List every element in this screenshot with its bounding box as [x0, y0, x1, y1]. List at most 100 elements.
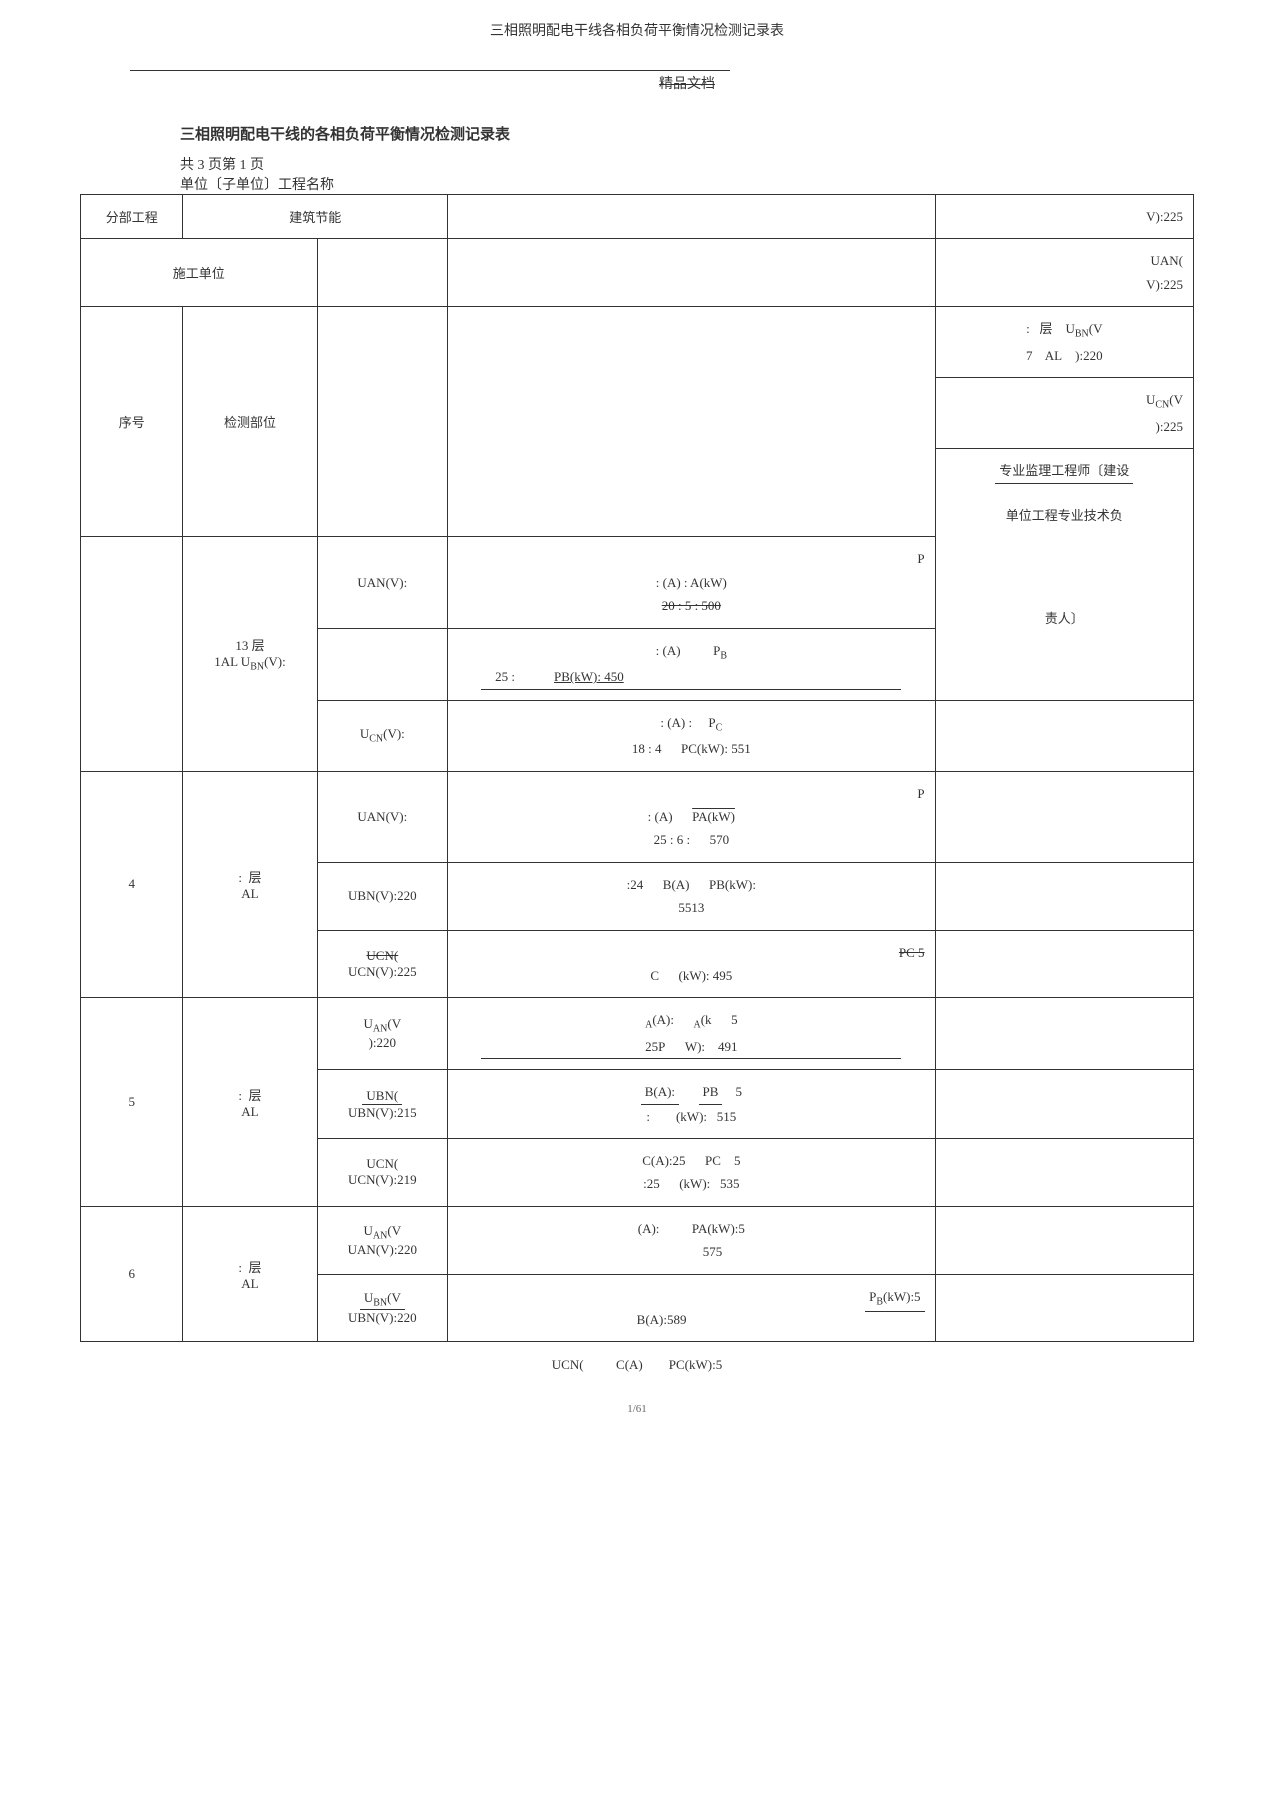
- unit-name-label: 单位〔子单位〕工程名称: [180, 174, 1194, 194]
- text: PA(kW):5: [692, 1221, 745, 1236]
- num-text: 7: [1026, 348, 1033, 363]
- uan-cell: UAN(VUAN(V):220: [317, 1206, 448, 1274]
- uan-value: V):225: [1146, 277, 1183, 292]
- text: C(A):25: [642, 1153, 685, 1168]
- detect-location-label: 检测部位: [183, 307, 317, 537]
- empty-cell: [935, 998, 1193, 1070]
- empty-cell: [448, 195, 935, 239]
- text: 5: [735, 1084, 742, 1099]
- text: B(A): [663, 877, 690, 892]
- uan-label: UAN(: [1151, 253, 1184, 268]
- floor-cell: : 层 AL: [183, 1206, 317, 1342]
- floor-text: 层: [249, 1088, 262, 1103]
- doc-mark-text: 精品文档: [659, 77, 715, 92]
- text: UBN(V):220: [348, 1310, 417, 1325]
- text: PB(kW):5: [865, 1285, 924, 1313]
- text: (kW): 495: [679, 968, 733, 983]
- text: PC(kW): 551: [681, 741, 751, 756]
- text: UCN(: [552, 1357, 584, 1372]
- empty-cell: [935, 771, 1193, 862]
- floor-text: 层: [249, 1260, 262, 1275]
- data-cell: PB(kW):5 B(A):589: [448, 1274, 935, 1342]
- empty-cell: [935, 930, 1193, 998]
- page-info: 共 3 页第 1 页: [180, 154, 1194, 174]
- text: 18 : 4: [632, 741, 662, 756]
- text: : (A) :: [660, 715, 692, 730]
- table-row: 序号 检测部位 : 层 UBN(V 7 AL ):220: [81, 307, 1194, 378]
- responsible-cell: 责人〕: [935, 537, 1193, 700]
- al-text: AL: [241, 1104, 258, 1119]
- text: A(k: [693, 1012, 711, 1027]
- table-row: 4 : 层 AL UAN(V): P : (A) PA(kW) 25 : 6 :…: [81, 771, 1194, 862]
- page-header: 三相照明配电干线各相负荷平衡情况检测记录表: [80, 20, 1194, 40]
- floor-text: 13 层: [235, 638, 264, 653]
- empty-cell: [935, 862, 1193, 930]
- empty-cell: [317, 307, 448, 537]
- data-cell: : (A) PB 25 : PB(kW): 450: [448, 628, 935, 700]
- empty-cell: [935, 1274, 1193, 1342]
- data-cell: P : (A) : A(kW) 20 : 5 : 500: [448, 537, 935, 628]
- sub-project-value: 建筑节能: [183, 195, 448, 239]
- data-cell: B(A): PB 5 : (kW): 515: [448, 1070, 935, 1139]
- text: :: [1026, 321, 1036, 336]
- doc-mark: 精品文档: [180, 73, 1194, 93]
- p-text: P: [917, 547, 924, 570]
- table-row: 施工单位 UAN( V):225: [81, 239, 1194, 307]
- text: PB: [699, 1080, 723, 1104]
- construction-unit-label: 施工单位: [81, 239, 318, 307]
- main-title: 三相照明配电干线的各相负荷平衡情况检测记录表: [180, 123, 1194, 144]
- text: 25 : 6 :: [654, 832, 690, 847]
- empty-cell: [935, 1139, 1193, 1207]
- ucn-cell: UCN( UCN(V):225: [317, 930, 448, 998]
- data-cell: P : (A) PA(kW) 25 : 6 : 570: [448, 771, 935, 862]
- main-form-table: 分部工程 建筑节能 V):225 施工单位 UAN( V):225 序号 检测部…: [80, 194, 1194, 1342]
- text: UBN(V):215: [348, 1105, 417, 1120]
- text: PB: [713, 643, 727, 658]
- text: UCN(V):225: [348, 964, 417, 979]
- text: 5513: [678, 900, 704, 915]
- empty-cell: [448, 307, 935, 537]
- data-cell: (A): PA(kW):5 575: [448, 1206, 935, 1274]
- text: 515: [717, 1109, 737, 1124]
- data-cell: A(A): A(k 5 25P W): 491: [448, 998, 935, 1070]
- sub-project-label: 分部工程: [81, 195, 183, 239]
- supervisor-text: 专业监理工程师〔建设: [995, 459, 1133, 483]
- data-cell: : 层 UBN(V 7 AL ):220: [935, 307, 1193, 378]
- text: PC(kW):5: [669, 1357, 722, 1372]
- text: 25 : PB(kW): 450: [481, 665, 901, 689]
- uan-cell: UAN(V):: [317, 771, 448, 862]
- divider-line: [130, 70, 730, 71]
- uan-cell: UAN(V):220: [317, 998, 448, 1070]
- ucn-cell: UCN(UCN(V):219: [317, 1139, 448, 1207]
- table-row: 分部工程 建筑节能 V):225: [81, 195, 1194, 239]
- text: PC 5: [899, 941, 925, 964]
- text: :24: [627, 877, 644, 892]
- data-cell: C(A):25 PC 5 :25 (kW): 535: [448, 1139, 935, 1207]
- overflow-cell: V):225: [935, 195, 1193, 239]
- empty-cell: [935, 700, 1193, 771]
- empty-cell: [935, 1206, 1193, 1274]
- floor-text: 层: [249, 870, 262, 885]
- floor-cell: 13 层 1AL UBN(V):: [183, 537, 317, 771]
- ucn-text: UCN(V: [1146, 392, 1183, 407]
- floor-cell: : 层 AL: [183, 998, 317, 1207]
- al-text: 1AL UBN(V):: [214, 654, 286, 669]
- val-text: ):220: [1075, 348, 1102, 363]
- text: 20 : 5 : 500: [662, 598, 721, 613]
- page-footer: 1/61: [80, 1403, 1194, 1415]
- empty-cell: [448, 239, 935, 307]
- data-cell: :24 B(A) PB(kW): 5513: [448, 862, 935, 930]
- text: UAN(V):220: [348, 1242, 417, 1257]
- data-cell: UCN(V ):225: [935, 378, 1193, 449]
- text: PB(kW):: [709, 877, 756, 892]
- val-text: ):225: [1156, 419, 1183, 434]
- al-text: AL: [1045, 348, 1062, 363]
- empty-cell: [81, 537, 183, 771]
- table-row: 6 : 层 AL UAN(VUAN(V):220 (A): PA(kW):5 5…: [81, 1206, 1194, 1274]
- techlead-cell: 单位工程专业技术负: [935, 494, 1193, 537]
- al-text: AL: [241, 1276, 258, 1291]
- text: 5: [734, 1153, 741, 1168]
- text: PA(kW): [692, 809, 735, 824]
- text: UBN(: [362, 1088, 402, 1105]
- text: 535: [720, 1176, 740, 1191]
